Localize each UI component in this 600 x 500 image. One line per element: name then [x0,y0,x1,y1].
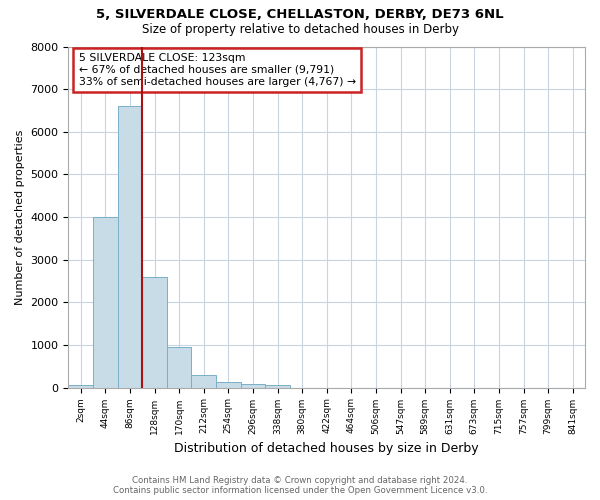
Text: Contains HM Land Registry data © Crown copyright and database right 2024.
Contai: Contains HM Land Registry data © Crown c… [113,476,487,495]
Bar [142,276,167,388]
Bar [118,106,142,388]
Bar [265,384,290,388]
Text: Size of property relative to detached houses in Derby: Size of property relative to detached ho… [142,22,458,36]
X-axis label: Distribution of detached houses by size in Derby: Distribution of detached houses by size … [175,442,479,455]
Text: 5 SILVERDALE CLOSE: 123sqm
← 67% of detached houses are smaller (9,791)
33% of s: 5 SILVERDALE CLOSE: 123sqm ← 67% of deta… [79,54,356,86]
Bar [167,347,191,388]
Bar [93,217,118,388]
Bar [241,384,265,388]
Bar [216,382,241,388]
Y-axis label: Number of detached properties: Number of detached properties [15,130,25,304]
Text: 5, SILVERDALE CLOSE, CHELLASTON, DERBY, DE73 6NL: 5, SILVERDALE CLOSE, CHELLASTON, DERBY, … [96,8,504,20]
Bar [191,375,216,388]
Bar [68,386,93,388]
